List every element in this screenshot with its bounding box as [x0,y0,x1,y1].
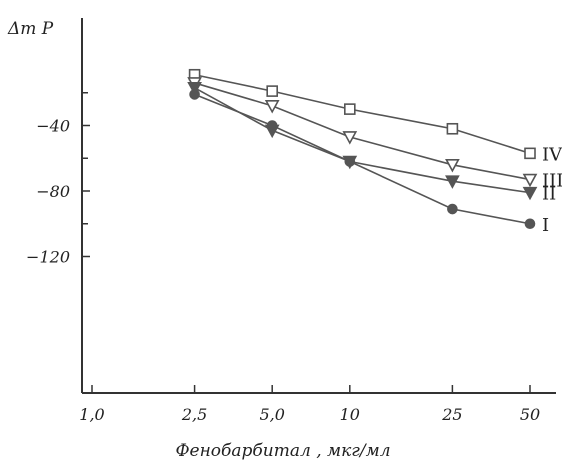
series-I: I [190,90,549,236]
series-label-II: II [542,184,556,205]
series-III-marker [266,101,278,112]
series-IV-marker [345,104,355,114]
series-I-marker [526,219,535,228]
ticks: −40 −80 −120 1,0 2,5 5,0 10 25 50 [26,93,540,424]
axes [82,18,556,393]
x-tick-label: 2,5 [181,405,207,424]
x-tick-label: 50 [520,405,540,424]
x-tick-label: 10 [340,405,360,424]
series-III-marker [524,175,536,186]
series-IV-marker [447,124,457,134]
series-II-marker [524,188,536,199]
x-tick-label: 25 [441,405,462,424]
series-I-marker [448,205,457,214]
series-I-marker [345,157,354,166]
series-IV-marker [267,86,277,96]
x-axis-title: Фенобарбитал , мкг/мл [175,441,390,461]
y-axis-title: Δm P [7,19,54,39]
x-tick-label: 5,0 [259,405,284,424]
x-tick-label: 1,0 [79,405,104,424]
series-III: III [189,78,562,192]
series-line-III [195,83,530,180]
series-line-I [195,94,530,223]
y-tick-label: −120 [26,248,70,267]
series-IV: IV [190,70,562,166]
series-label-IV: IV [542,144,562,165]
y-tick-label: −80 [36,182,70,201]
series-I-marker [268,121,277,130]
series-label-I: I [542,215,549,236]
y-tick-label: −40 [36,117,70,136]
series-I-marker [190,90,199,99]
series-IV-marker [525,148,535,158]
